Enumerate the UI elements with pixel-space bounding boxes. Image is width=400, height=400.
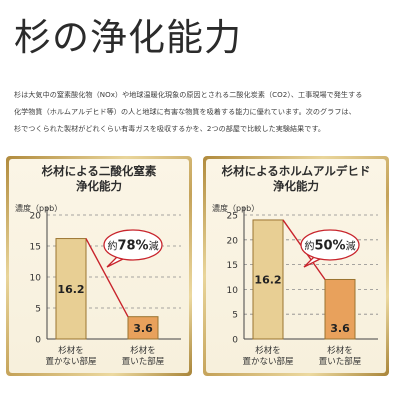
chart-panel-no2: 杉材による二酸化窒素 浄化能力 濃度（ppb） 0 5 10 15 20 16.2 杉材を置… [6,156,192,376]
x-category-label: 杉材を [130,345,156,356]
callout-tail-mask [313,247,329,254]
bar [127,316,159,340]
description-line-1: 杉は大気中の窒素酸化物（NOx）や地球温暖化現象の原因とされる二酸化炭素（CO2… [14,90,363,99]
description-line-2: 化学物質（ホルムアルデヒド等）の人と地球に有害な物質を吸着する能力に優れています… [14,107,356,116]
annotation-suffix: 減 [149,240,159,253]
chart-title-no2-line-1: 杉材による二酸化窒素 [41,164,157,178]
bar [252,219,284,340]
reduction-annotation: 約50%減 [304,239,355,254]
x-category-label: 杉材を [327,345,353,356]
annotation-value: 78% [117,239,148,254]
annotation-value: 50% [314,239,345,254]
chart-title-formaldehyde-line-2: 浄化能力 [273,179,319,193]
y-tick-label: 5 [232,311,238,321]
x-category-label: 置かない部屋 [242,356,294,367]
reduction-annotation: 約78%減 [107,239,158,254]
description-line-3: 杉でつくられた製材がどれくらい有毒ガスを吸収するかを、2つの部屋で比較した実験結… [14,124,326,133]
bar-value-label: 16.2 [57,283,84,296]
x-category-label: 杉材を [58,345,84,356]
y-tick-label: 0 [232,336,238,346]
y-tick-label: 20 [30,212,42,222]
y-tick-label: 10 [30,274,42,284]
x-category-label: 置かない部屋 [45,356,97,367]
bar [55,238,87,340]
page-title: 杉の浄化能力 [14,16,242,59]
chart-title-formaldehyde: 杉材によるホルムアルデヒド 浄化能力 [206,164,386,194]
annotation-suffix: 減 [346,240,356,253]
x-category-label: 置いた部屋 [319,356,362,367]
chart-panel-formaldehyde-inner: 杉材によるホルムアルデヒド 浄化能力 濃度（ppb） 0 5 10 15 20 25 16.… [206,159,386,373]
bar-value-label: 16.2 [254,273,281,286]
x-category-label: 置いた部屋 [122,356,165,367]
y-tick-label: 15 [30,243,41,253]
y-tick-label: 20 [227,236,239,246]
bar-value-label: 3.6 [330,322,350,335]
y-axis-label-formaldehyde: 濃度（ppb） [212,204,260,213]
chart-title-no2-line-2: 浄化能力 [76,179,122,193]
y-tick-label: 25 [227,212,238,222]
reduction-connector-line [85,238,129,318]
bar-value-label: 3.6 [133,322,153,335]
chart-panel-formaldehyde: 杉材によるホルムアルデヒド 浄化能力 濃度（ppb） 0 5 10 15 20 25 16.… [203,156,389,376]
y-axis-label-no2: 濃度（ppb） [15,204,63,213]
callout-tail-mask [116,247,132,254]
chart-title-formaldehyde-line-1: 杉材によるホルムアルデヒド [221,164,371,178]
y-tick-label: 10 [227,286,239,296]
annotation-prefix: 約 [107,240,117,253]
y-tick-label: 15 [227,261,238,271]
annotation-prefix: 約 [304,240,314,253]
x-category-label: 杉材を [255,345,281,356]
y-tick-label: 5 [35,305,41,315]
chart-panel-no2-inner: 杉材による二酸化窒素 浄化能力 濃度（ppb） 0 5 10 15 20 16.2 杉材を置… [9,159,189,373]
bar [324,278,356,340]
page-description: 杉は大気中の窒素酸化物（NOx）や地球温暖化現象の原因とされる二酸化炭素（CO2… [14,86,390,137]
y-tick-label: 0 [35,336,41,346]
chart-title-no2: 杉材による二酸化窒素 浄化能力 [9,164,189,194]
